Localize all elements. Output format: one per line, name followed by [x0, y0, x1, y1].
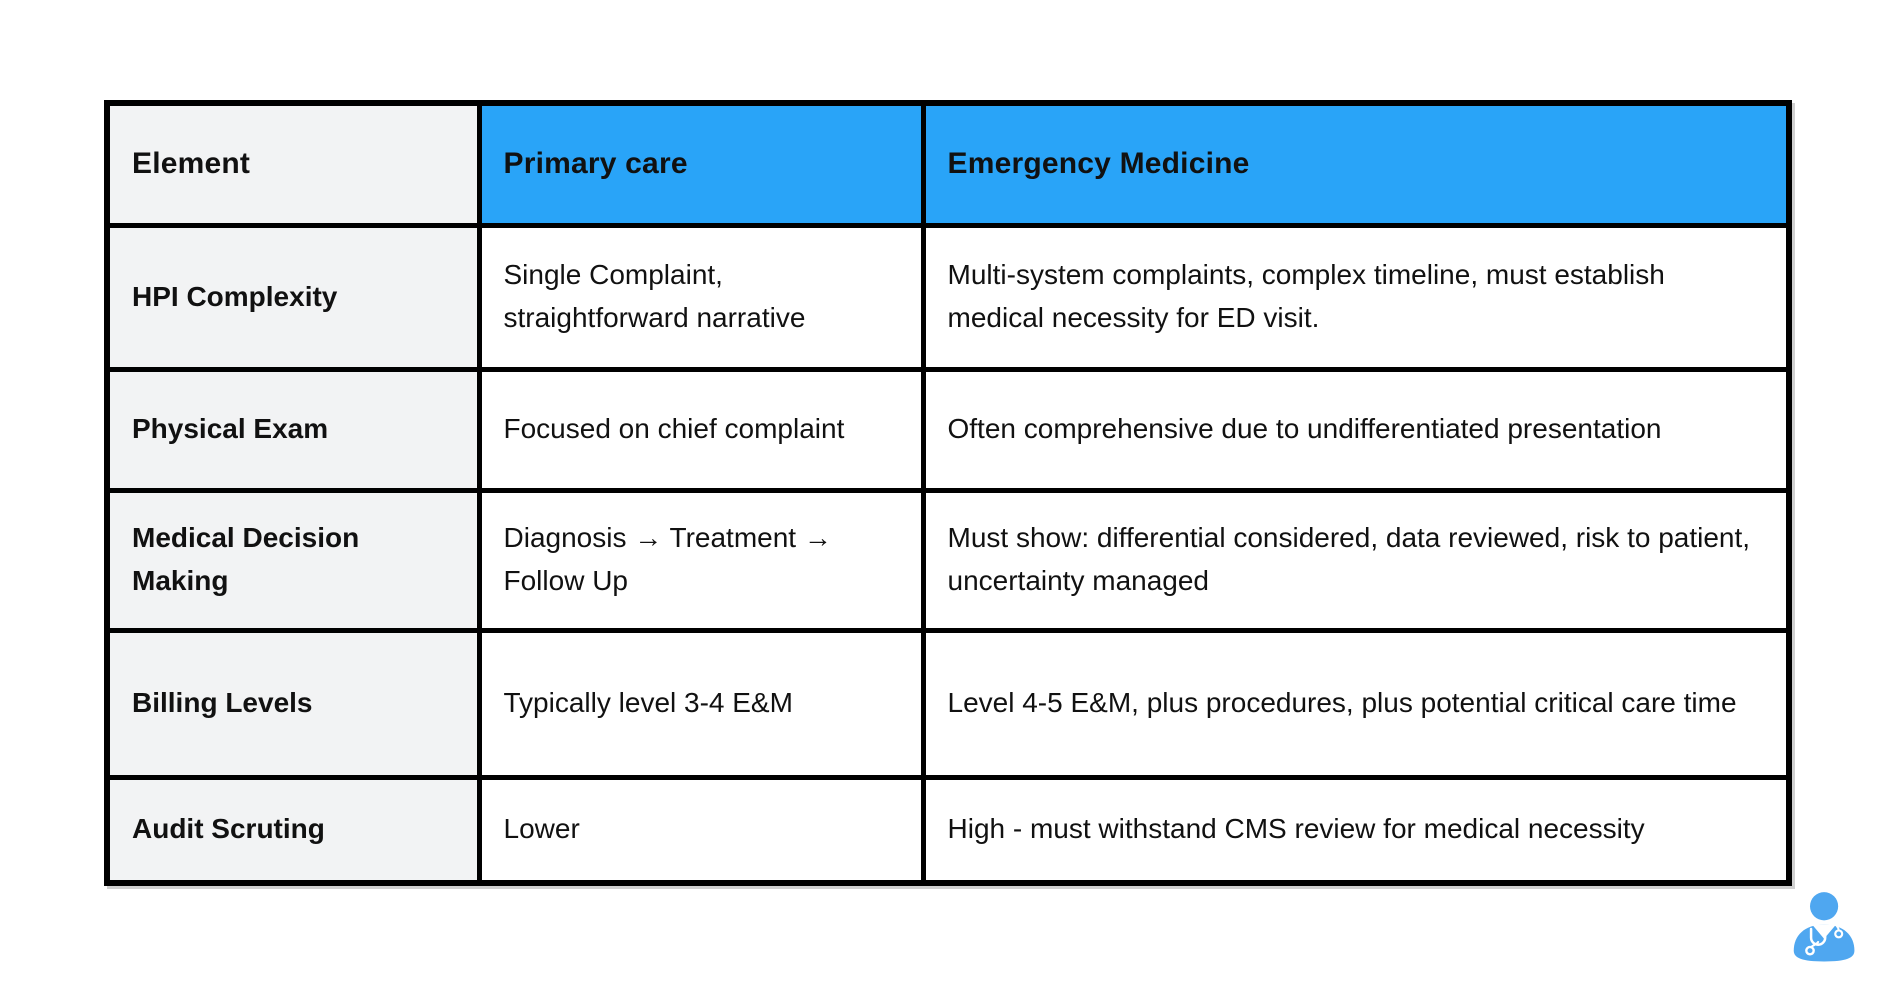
cell-primary-billing: Typically level 3-4 E&M	[476, 627, 926, 780]
cell-emergency-mdm: Must show: differential considered, data…	[920, 487, 1792, 633]
cell-emergency-audit: High - must withstand CMS review for med…	[920, 774, 1792, 886]
row-label-medical-decision-making: Medical Decision Making	[104, 487, 482, 633]
header-cell-element: Element	[104, 100, 482, 228]
cell-primary-mdm: Diagnosis → Treatment → Follow Up	[476, 487, 926, 633]
cell-emergency-physical: Often comprehensive due to undifferentia…	[920, 366, 1792, 493]
cell-primary-audit: Lower	[476, 774, 926, 886]
header-cell-primary-care: Primary care	[476, 100, 926, 228]
comparison-table: Element Primary care Emergency Medicine …	[104, 100, 1792, 886]
table-header-row: Element Primary care Emergency Medicine	[104, 100, 1792, 228]
doctor-avatar-icon	[1788, 890, 1858, 968]
cell-primary-hpi: Single Complaint, straightforward narrat…	[476, 222, 926, 372]
table-row: Physical Exam Focused on chief complaint…	[104, 366, 1792, 493]
row-label-physical-exam: Physical Exam	[104, 366, 482, 493]
row-label-audit-scruting: Audit Scruting	[104, 774, 482, 886]
table-row: Billing Levels Typically level 3-4 E&M L…	[104, 627, 1792, 780]
header-cell-emergency-medicine: Emergency Medicine	[920, 100, 1792, 228]
cell-emergency-hpi: Multi-system complaints, complex timelin…	[920, 222, 1792, 372]
cell-emergency-billing: Level 4-5 E&M, plus procedures, plus pot…	[920, 627, 1792, 780]
row-label-billing-levels: Billing Levels	[104, 627, 482, 780]
table-row: Medical Decision Making Diagnosis → Trea…	[104, 487, 1792, 633]
table-row: HPI Complexity Single Complaint, straigh…	[104, 222, 1792, 372]
table-row: Audit Scruting Lower High - must withsta…	[104, 774, 1792, 886]
cell-primary-physical: Focused on chief complaint	[476, 366, 926, 493]
row-label-hpi-complexity: HPI Complexity	[104, 222, 482, 372]
